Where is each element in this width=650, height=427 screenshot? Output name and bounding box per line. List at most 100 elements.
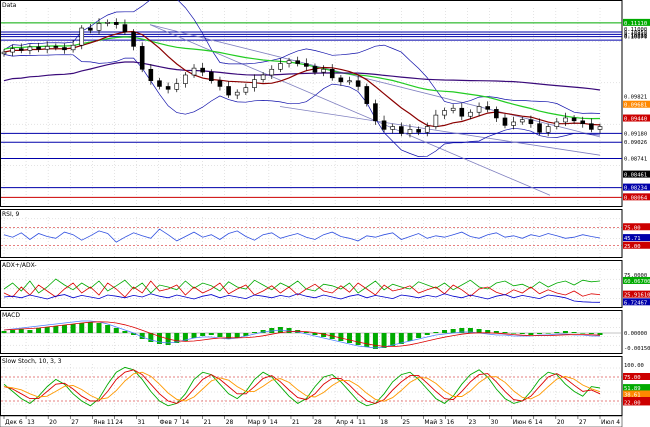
- adx-badge-text: 6.72467: [624, 300, 647, 306]
- adx-axis-label: 75.0000: [624, 273, 647, 279]
- rsi-line: [3, 228, 601, 243]
- panel-stoch: [0, 356, 623, 416]
- adx-axis-label: 6.72467: [623, 298, 650, 306]
- candle-body: [381, 120, 387, 130]
- panel-title-price: Data: [2, 2, 17, 9]
- macd-hist-bar: [312, 333, 318, 335]
- adx-axis-label: 60.06700: [623, 276, 650, 285]
- date-label: Май 3: [424, 419, 443, 426]
- candle-body: [1, 51, 7, 55]
- stoch-badge: [623, 390, 650, 398]
- date-label: 27: [579, 419, 587, 426]
- macd-hist-bar: [226, 333, 232, 339]
- candle-body: [217, 80, 223, 87]
- date-label: 25: [402, 419, 410, 426]
- macd-signal-line: [3, 321, 601, 348]
- date-label: 21: [204, 419, 212, 426]
- macd-hist-bar: [234, 333, 240, 338]
- price-tick-text: 0.09026: [624, 140, 647, 146]
- candle-body: [494, 109, 499, 119]
- date-label: Июн 6: [513, 419, 532, 426]
- macd-hist-bar: [372, 333, 378, 349]
- candle-body: [312, 66, 318, 73]
- date-label: 20: [49, 419, 57, 426]
- candle-body: [373, 103, 378, 122]
- stoch-badge-text: 22.00: [624, 400, 641, 406]
- date-label: Янв 11: [93, 419, 114, 426]
- price-axis-label: 0.10881: [624, 34, 647, 40]
- date-label: Мар 9: [248, 419, 267, 426]
- price-axis-label: 0.09681: [623, 100, 650, 109]
- macd-hist-bar: [96, 323, 102, 333]
- rsi-axis-label: 25.00: [623, 241, 650, 250]
- axis-strip-rsi: [622, 209, 650, 258]
- stoch-tick-text: 100.00: [624, 363, 644, 369]
- candle-body: [459, 107, 465, 117]
- macd-hist-bar: [347, 333, 353, 343]
- adx-badge: [623, 276, 650, 284]
- date-axis-bar: [0, 415, 623, 427]
- candle-body: [450, 107, 456, 111]
- price-tick-text: 0.09821: [624, 95, 647, 101]
- macd-hist-bar: [485, 330, 491, 333]
- channel-line-lower: [279, 106, 601, 156]
- adx-badge-text: 60.06700: [624, 279, 650, 285]
- macd-hist-bar: [122, 331, 128, 333]
- candle-body: [278, 63, 283, 70]
- date-label: 16: [446, 419, 454, 426]
- macd-hist-bar: [571, 332, 577, 333]
- panel-rsi: [0, 209, 623, 258]
- candle-body: [338, 77, 344, 83]
- price-badge: [623, 170, 650, 178]
- stoch-axis-label: 100.00: [624, 363, 644, 369]
- panel-title-rsi: RSI, 9: [2, 211, 20, 218]
- macd-hist-bar: [493, 331, 499, 333]
- price-badge: [623, 183, 650, 191]
- price-badge-text: 0.11110: [624, 21, 647, 27]
- price-axis-label: 0.08741: [624, 157, 647, 163]
- candle-body: [183, 74, 188, 84]
- panel-adx: [0, 260, 623, 308]
- bollinger-lower-line: [3, 54, 601, 157]
- macd-hist-bar: [27, 330, 33, 333]
- macd-hist-bar: [53, 326, 59, 333]
- price-badge-text: 0.09440: [624, 117, 647, 123]
- macd-hist-bar: [174, 333, 180, 343]
- macd-hist-bar: [554, 332, 560, 333]
- date-label: Дек 6: [5, 419, 23, 426]
- date-label: 14: [182, 419, 190, 426]
- candle-body: [545, 126, 551, 133]
- date-label: 27: [71, 419, 79, 426]
- macd-hist-bar: [364, 333, 370, 347]
- candle-body: [580, 120, 586, 124]
- price-axis-label: 0.09821: [624, 95, 647, 101]
- date-label: 13: [27, 419, 35, 426]
- macd-hist-bar: [381, 333, 387, 348]
- macd-hist-bar: [424, 333, 430, 335]
- rsi-badge-text: 75.00: [624, 225, 641, 231]
- candle-body: [390, 126, 395, 130]
- price-axis-label: 0.09440: [623, 114, 650, 123]
- candle-body: [252, 79, 257, 88]
- price-axis-label: 0.11000: [624, 27, 647, 33]
- candle-body: [537, 123, 542, 133]
- adx-axis-label: 25.91610: [623, 290, 650, 299]
- date-label: 18: [380, 419, 388, 426]
- candle-body: [399, 126, 404, 134]
- date-label: Фев 7: [160, 419, 178, 426]
- macd-hist-bar: [70, 324, 76, 333]
- stoch-axis-label: 75.00: [623, 373, 650, 381]
- date-label: Июл 4: [601, 419, 620, 426]
- price-tick-text: 0.08741: [624, 157, 647, 163]
- candle-body: [88, 27, 93, 31]
- macd-hist-bar: [139, 333, 145, 339]
- candle-body: [589, 123, 594, 130]
- candle-body: [200, 67, 205, 73]
- candle-body: [234, 91, 240, 96]
- candle-body: [502, 117, 508, 126]
- price-tick-text: 0.10910: [624, 32, 647, 38]
- rsi-axis-label: 75.00: [623, 223, 650, 231]
- stoch-badge: [623, 384, 650, 392]
- macd-hist-bar: [338, 333, 344, 341]
- price-tick-text: 0.09180: [624, 131, 647, 137]
